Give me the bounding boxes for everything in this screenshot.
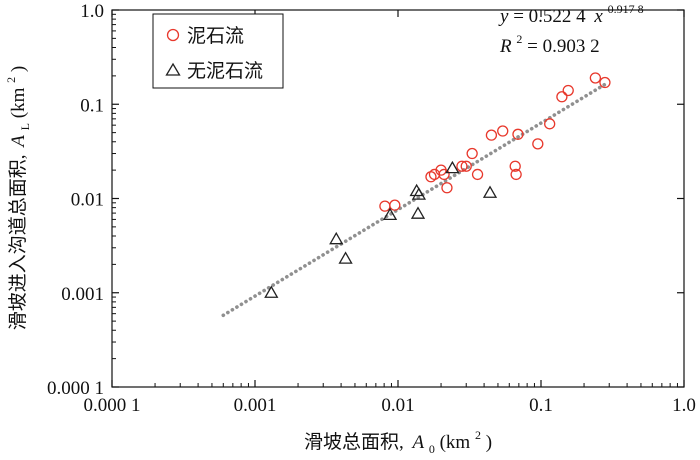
legend-label-no-debris-flow: 无泥石流 xyxy=(187,60,263,82)
point-no-debris-flow xyxy=(382,207,398,221)
point-debris-flow xyxy=(509,160,521,172)
y-axis-title: 滑坡进入沟道总面积, A L (km 2 ) xyxy=(0,66,34,330)
x-title-close: ) xyxy=(486,432,492,453)
point-debris-flow xyxy=(556,91,568,103)
point-debris-flow xyxy=(512,128,524,140)
legend-label-debris-flow: 泥石流 xyxy=(187,25,244,47)
x-title-sup: 2 xyxy=(475,428,481,442)
point-debris-flow xyxy=(438,168,450,181)
point-no-debris-flow xyxy=(411,187,427,200)
fit-equation: y = 0.522 4 x 0.917 8 xyxy=(498,2,644,27)
point-debris-flow xyxy=(497,125,509,137)
point-debris-flow xyxy=(460,160,472,172)
point-debris-flow xyxy=(441,182,453,194)
eq-y: y xyxy=(498,6,509,27)
point-debris-flow xyxy=(425,171,437,183)
point-no-debris-flow xyxy=(445,160,460,174)
point-debris-flow xyxy=(389,199,401,211)
point-no-debris-flow xyxy=(329,231,344,245)
point-debris-flow xyxy=(485,129,498,141)
point-no-debris-flow xyxy=(264,285,279,298)
eq-x: x xyxy=(593,6,603,27)
point-debris-flow xyxy=(599,76,611,89)
fit-layer xyxy=(221,82,607,318)
point-no-debris-flow xyxy=(482,185,498,198)
x-tick-label: 1.0 xyxy=(672,395,696,416)
legend: 泥石流 无泥石流 xyxy=(152,13,284,89)
x-tick-label: 0.001 xyxy=(234,395,277,416)
ticks-layer: 0.000 1 0.001 0.01 0.1 1.0 0.000 1 0.001 0.01 0.… xyxy=(47,1,696,416)
y-title-close: ) xyxy=(8,66,29,72)
x-title-var: A xyxy=(410,432,424,453)
point-debris-flow xyxy=(456,160,468,172)
point-debris-flow xyxy=(562,84,574,97)
eq-exponent: 0.917 8 xyxy=(608,2,644,16)
point-debris-flow xyxy=(544,118,556,130)
r2-sup: 2 xyxy=(516,32,522,46)
legend-box xyxy=(152,13,284,89)
y-tick-label: 1.0 xyxy=(80,1,104,22)
y-title-unit: (km xyxy=(8,87,29,118)
x-axis-title: 滑坡总面积, A 0 (km 2 ) xyxy=(304,423,492,458)
point-debris-flow xyxy=(510,168,522,181)
point-debris-flow xyxy=(589,72,602,84)
x-title-unit: (km xyxy=(440,432,471,453)
legend-triangle-marker xyxy=(165,62,181,76)
legend-circle-marker xyxy=(166,28,180,42)
fit-r-squared: R 2 = 0.903 2 xyxy=(499,27,600,57)
y-title-sup: 2 xyxy=(4,77,18,83)
y-tick-label: 0.01 xyxy=(71,190,104,211)
r2-rest: = 0.903 2 xyxy=(527,36,599,57)
x-title-main: 滑坡总面积, xyxy=(304,431,404,453)
x-tick-label: 0.01 xyxy=(381,395,414,416)
x-tick-label: 0.000 1 xyxy=(84,395,141,416)
point-debris-flow xyxy=(379,200,391,212)
y-title-sub: L xyxy=(18,123,32,130)
point-no-debris-flow xyxy=(410,206,426,219)
point-debris-flow xyxy=(532,138,544,150)
y-tick-label: 0.1 xyxy=(80,95,104,116)
x-title-sub: 0 xyxy=(429,442,435,456)
point-debris-flow xyxy=(466,147,478,160)
fit-line xyxy=(221,82,607,318)
points-layer xyxy=(264,72,611,298)
point-no-debris-flow xyxy=(338,251,353,264)
eq-mid: = 0.522 4 xyxy=(513,6,586,27)
point-debris-flow xyxy=(471,168,484,181)
r2-r: R xyxy=(499,36,512,57)
y-tick-label: 0.000 1 xyxy=(47,378,104,399)
point-no-debris-flow xyxy=(409,183,424,197)
y-title-main: 滑坡进入沟道总面积, xyxy=(7,154,29,330)
x-tick-label: 0.1 xyxy=(529,395,553,416)
y-title-var: A xyxy=(8,135,29,149)
y-tick-label: 0.001 xyxy=(61,284,104,305)
